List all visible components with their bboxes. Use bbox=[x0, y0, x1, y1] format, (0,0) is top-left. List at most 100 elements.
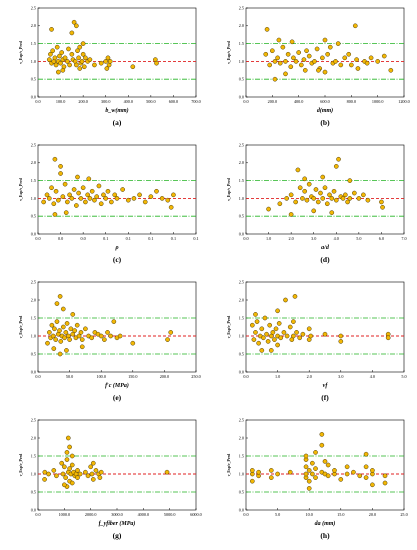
data-point bbox=[253, 312, 258, 317]
data-point bbox=[62, 181, 68, 187]
data-point bbox=[58, 60, 63, 66]
data-point bbox=[352, 190, 357, 196]
y-tick-label: 0.0 bbox=[239, 94, 244, 99]
data-point bbox=[380, 204, 385, 210]
data-point bbox=[78, 196, 84, 201]
data-point bbox=[306, 468, 312, 473]
data-point bbox=[69, 480, 75, 486]
data-point bbox=[284, 196, 289, 201]
data-point bbox=[53, 62, 59, 68]
data-point bbox=[277, 60, 283, 66]
data-point bbox=[322, 69, 328, 75]
data-point bbox=[259, 348, 265, 353]
x-tick-label: 2.0 bbox=[289, 236, 294, 241]
data-point bbox=[308, 333, 314, 339]
data-point bbox=[249, 322, 255, 328]
data-point bbox=[89, 188, 95, 194]
data-point bbox=[67, 337, 72, 342]
y-axis-label: ν_Exp/ν_Pred bbox=[19, 315, 23, 338]
x-tick-label: 0.0 bbox=[243, 374, 248, 379]
data-point bbox=[120, 187, 125, 192]
data-point bbox=[295, 167, 301, 173]
y-tick-label: 2.0 bbox=[239, 160, 244, 165]
y-axis-label: ν_Exp/ν_Pred bbox=[227, 40, 231, 63]
data-point bbox=[381, 53, 387, 59]
data-point bbox=[83, 55, 88, 61]
data-point bbox=[67, 62, 72, 68]
data-point bbox=[266, 206, 271, 212]
data-point bbox=[64, 348, 69, 353]
data-point bbox=[289, 39, 295, 45]
plot-frame bbox=[37, 144, 197, 235]
data-point bbox=[302, 188, 308, 194]
x-tick-label: 0.0 bbox=[243, 99, 248, 104]
data-point bbox=[109, 199, 114, 205]
data-point bbox=[77, 44, 83, 50]
data-point bbox=[114, 196, 120, 201]
data-point bbox=[75, 475, 80, 480]
x-tick-label: 4.0 bbox=[334, 236, 339, 241]
data-point bbox=[345, 199, 350, 205]
data-point bbox=[65, 435, 71, 441]
data-point bbox=[283, 297, 288, 303]
y-tick-label: 2.5 bbox=[31, 279, 36, 284]
data-point bbox=[93, 468, 99, 473]
data-point bbox=[357, 473, 363, 479]
y-tick-label: 1.5 bbox=[239, 41, 244, 46]
y-axis-label: ν_Exp/ν_Pred bbox=[19, 177, 23, 200]
data-point bbox=[319, 442, 325, 448]
x-tick-label: 0.0 bbox=[35, 236, 40, 241]
y-tick-label: 0.5 bbox=[31, 489, 36, 494]
y-tick-label: 0.5 bbox=[239, 77, 244, 82]
data-point bbox=[304, 197, 310, 203]
data-point bbox=[298, 62, 304, 68]
data-point bbox=[261, 335, 266, 341]
plot-frame bbox=[245, 7, 405, 98]
data-point bbox=[74, 203, 79, 208]
x-tick-label: 0.0 bbox=[243, 512, 248, 517]
data-point bbox=[42, 469, 48, 475]
data-point bbox=[154, 60, 159, 66]
y-tick-label: 2.0 bbox=[239, 435, 244, 440]
data-point bbox=[63, 330, 69, 335]
data-point bbox=[67, 466, 72, 471]
data-point bbox=[75, 468, 80, 473]
data-point bbox=[297, 185, 303, 191]
data-point bbox=[272, 337, 277, 342]
data-point bbox=[154, 188, 159, 194]
data-point bbox=[49, 27, 54, 32]
data-point bbox=[303, 464, 309, 470]
data-point bbox=[142, 199, 148, 205]
data-point bbox=[49, 185, 54, 191]
data-point bbox=[105, 55, 111, 61]
x-tick-label: 300.0 bbox=[101, 99, 110, 104]
data-point bbox=[262, 315, 268, 321]
y-tick-label: 2.0 bbox=[31, 23, 36, 28]
data-point bbox=[60, 324, 66, 330]
x-tick-label: 0.1 bbox=[103, 236, 108, 241]
chart-panel-a: 0.0 0.5 1.0 1.5 2.0 2.5 0.0 100.0 200.0 300.0 400.… bbox=[19, 5, 201, 127]
data-point bbox=[313, 187, 319, 192]
y-axis-label: ν_Exp/ν_Pred bbox=[227, 453, 231, 476]
data-point bbox=[60, 67, 66, 73]
x-tick-label: 4.0 bbox=[370, 374, 375, 379]
data-point bbox=[314, 46, 320, 52]
data-point bbox=[288, 192, 294, 198]
data-point bbox=[59, 50, 65, 55]
data-point bbox=[253, 330, 258, 335]
y-tick-label: 0.5 bbox=[31, 77, 36, 82]
data-point bbox=[342, 55, 348, 61]
data-point bbox=[130, 64, 136, 70]
data-point bbox=[58, 171, 63, 176]
data-point bbox=[324, 201, 330, 207]
x-tick-label: 200.0 bbox=[160, 374, 169, 379]
data-point bbox=[259, 326, 265, 332]
data-point bbox=[90, 477, 96, 482]
x-tick-label: 50.0 bbox=[66, 374, 73, 379]
data-point bbox=[388, 67, 394, 73]
x-tick-label: 0.0 bbox=[35, 512, 40, 517]
data-point bbox=[277, 201, 283, 207]
y-tick-label: 2.0 bbox=[239, 297, 244, 302]
data-point bbox=[267, 62, 273, 68]
data-point bbox=[75, 48, 80, 54]
